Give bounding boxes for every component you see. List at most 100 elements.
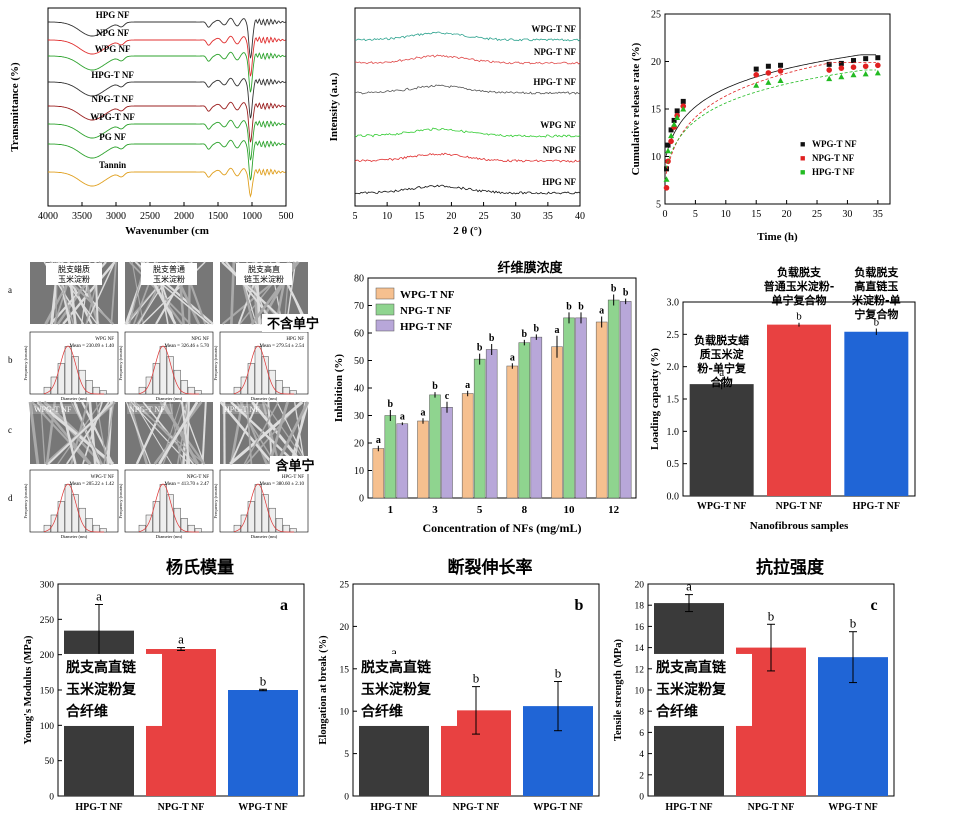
sem-fiber xyxy=(246,401,253,465)
inhibition-bar xyxy=(473,358,486,499)
sem-top-label: 脱支普通 xyxy=(153,264,185,274)
sem-fiber xyxy=(28,401,40,465)
sem-row-label: d xyxy=(8,493,13,503)
xrd-xtick-label: 15 xyxy=(414,211,424,222)
release-point xyxy=(851,58,857,64)
sem-hist-bar xyxy=(180,518,188,533)
sem-fiber xyxy=(268,401,289,465)
sem-hist-bar xyxy=(152,501,160,533)
sem-hist-bar xyxy=(275,518,283,533)
loading-annotation: 负载脱支蜡 xyxy=(694,333,749,347)
sem-fiber xyxy=(125,401,151,465)
xrd-xtick-label: 40 xyxy=(575,211,585,222)
sem-fiber xyxy=(180,401,191,465)
ftir-series-label: Tannin xyxy=(99,160,126,170)
sem-hist-fit xyxy=(138,483,199,533)
inhibition-category-label: 3 xyxy=(432,504,438,516)
tensile-letter: b xyxy=(768,608,775,623)
inhibition-ytick-label: 80 xyxy=(354,274,364,285)
sem-hist-bar xyxy=(64,484,72,533)
elongation-letter: b xyxy=(555,666,562,681)
tensile-ytick-label: 4 xyxy=(639,750,644,760)
ftir-xtick-label: 3500 xyxy=(72,211,92,222)
inhibition-legend-swatch xyxy=(375,319,395,332)
ftir-series-line xyxy=(48,35,286,77)
inhibition-letter: b xyxy=(578,301,584,312)
modulus-title: 杨氏模量 xyxy=(166,558,234,578)
sem-hist-bar xyxy=(180,380,188,395)
release-point xyxy=(674,114,681,121)
inhibition-legend-label: HPG-T NF xyxy=(400,321,452,333)
loading-annotation: 合物 xyxy=(711,375,733,389)
release-point xyxy=(663,176,670,182)
sem-hist-ylabel: Frequency (counts) xyxy=(118,483,123,518)
sem-hist-name: NPG-T NF xyxy=(187,475,209,480)
ftir-series-label: HPG-T NF xyxy=(91,70,134,80)
inhibition-letter: b xyxy=(611,284,617,295)
sem-hist-bar xyxy=(275,380,283,395)
release-xtick-label: 20 xyxy=(782,209,792,220)
sem-hist-name: HPG NF xyxy=(286,337,304,342)
release-xtick-label: 30 xyxy=(842,209,852,220)
elongation-category-label: HPG-T NF xyxy=(370,802,417,813)
xrd-series-label: NPG NF xyxy=(543,145,577,155)
inhibition-letter: b xyxy=(388,399,394,410)
loading-bar xyxy=(844,331,909,496)
ftir-frame xyxy=(47,7,287,207)
inhibition-letter: a xyxy=(599,306,604,317)
sem-hist-mean: Mean = 205.22 ± 1.42 xyxy=(70,482,115,487)
sem-fiber xyxy=(229,401,259,465)
with-tannin-label: 含单宁 xyxy=(274,458,314,474)
release-point xyxy=(777,68,784,74)
inhibition-bar xyxy=(372,448,385,499)
loading-ytick-label: 0.0 xyxy=(667,492,680,503)
tensile-letter: b xyxy=(850,616,857,631)
release-point xyxy=(668,138,674,145)
loading-letter: a xyxy=(719,367,724,379)
inhibition-ylabel: Inhibition (%) xyxy=(333,354,345,422)
inhibition-category-label: 1 xyxy=(388,504,394,516)
inhibition-bar xyxy=(417,420,429,499)
sem-hist-name: WPG-T NF xyxy=(91,475,115,480)
modulus-category-label: WPG-T NF xyxy=(238,802,288,813)
loading-ytick-label: 2.5 xyxy=(667,330,680,341)
inhibition-legend-swatch xyxy=(375,303,395,316)
elongation-ytick-label: 0 xyxy=(344,793,349,803)
loading-ytick-label: 0.5 xyxy=(667,459,680,470)
sem-fiber xyxy=(225,261,276,325)
sem-image-label: HPG-T NF xyxy=(224,405,260,414)
sem-hist-bar xyxy=(194,390,202,395)
sem-hist-xlabel: Diameter (nm) xyxy=(251,396,278,401)
inhibition-ytick-label: 30 xyxy=(354,411,364,422)
elongation-note-bg xyxy=(357,653,457,726)
sem-hist-bar xyxy=(159,484,167,533)
tensile-category-label: WPG-T NF xyxy=(828,802,878,813)
release-point xyxy=(778,62,784,68)
xrd-series-line xyxy=(354,54,581,65)
sem-hist-bar xyxy=(145,376,153,395)
tensile-ytick-label: 6 xyxy=(639,729,644,739)
sem-fiber xyxy=(275,401,310,465)
loading-annotation: 负载脱支 xyxy=(854,265,899,279)
release-point xyxy=(838,73,845,80)
tensile-ylabel: Tensile strength (MPa) xyxy=(613,638,624,741)
sem-hist-bar xyxy=(57,501,65,533)
inhibition-xlabel: Concentration of NFs (mg/mL) xyxy=(423,521,582,535)
inhibition-letter: b xyxy=(534,323,540,334)
inhibition-letter: b xyxy=(623,288,629,299)
tensile-title: 抗拉强度 xyxy=(756,558,824,578)
sem-hist-fit xyxy=(43,483,104,533)
sem-top-label: 链玉米淀粉 xyxy=(244,274,284,284)
loading-annotation: 宁复合物 xyxy=(854,307,898,321)
sem-hist-bar xyxy=(282,524,290,533)
sem-fiber xyxy=(36,400,115,466)
sem-hist-bar xyxy=(43,386,51,395)
ftir-series-label: PG NF xyxy=(99,132,126,142)
release-xtick-label: 35 xyxy=(873,209,883,220)
sem-image-label: NPG-T NF xyxy=(129,405,165,414)
modulus-ytick-label: 150 xyxy=(40,687,55,697)
xrd-xtick-label: 5 xyxy=(353,211,358,222)
elongation-note: 合纤维 xyxy=(361,703,403,720)
tensile-note-bg xyxy=(652,653,752,726)
